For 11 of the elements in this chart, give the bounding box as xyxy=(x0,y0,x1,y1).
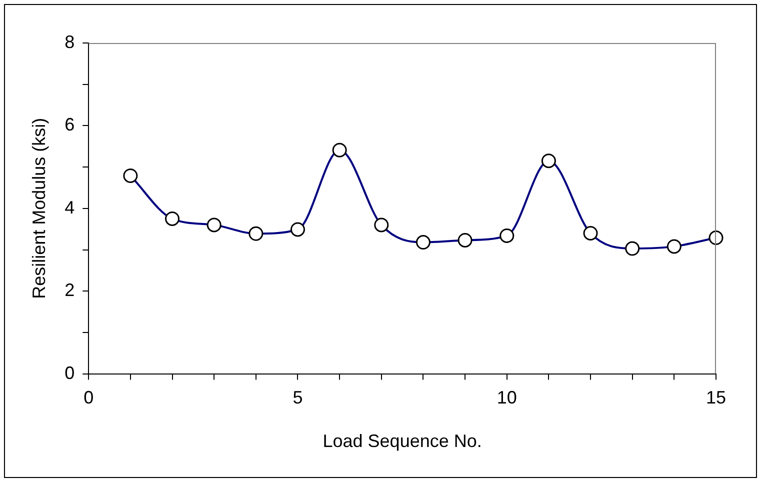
y-axis-title: Resilient Modulus (ksi) xyxy=(28,118,49,299)
x-tick-label: 15 xyxy=(706,388,726,408)
y-tick-label: 6 xyxy=(64,114,75,135)
y-tick-label: 0 xyxy=(64,362,75,383)
x-tick-label: 5 xyxy=(292,388,303,408)
y-tick-label: 2 xyxy=(64,280,75,300)
y-tick-label: 8 xyxy=(64,32,75,52)
x-tick-label: 0 xyxy=(84,388,94,408)
y-tick-label: 4 xyxy=(64,197,75,218)
x-axis-title: Load Sequence No. xyxy=(322,431,482,452)
x-tick-label: 10 xyxy=(496,388,517,408)
